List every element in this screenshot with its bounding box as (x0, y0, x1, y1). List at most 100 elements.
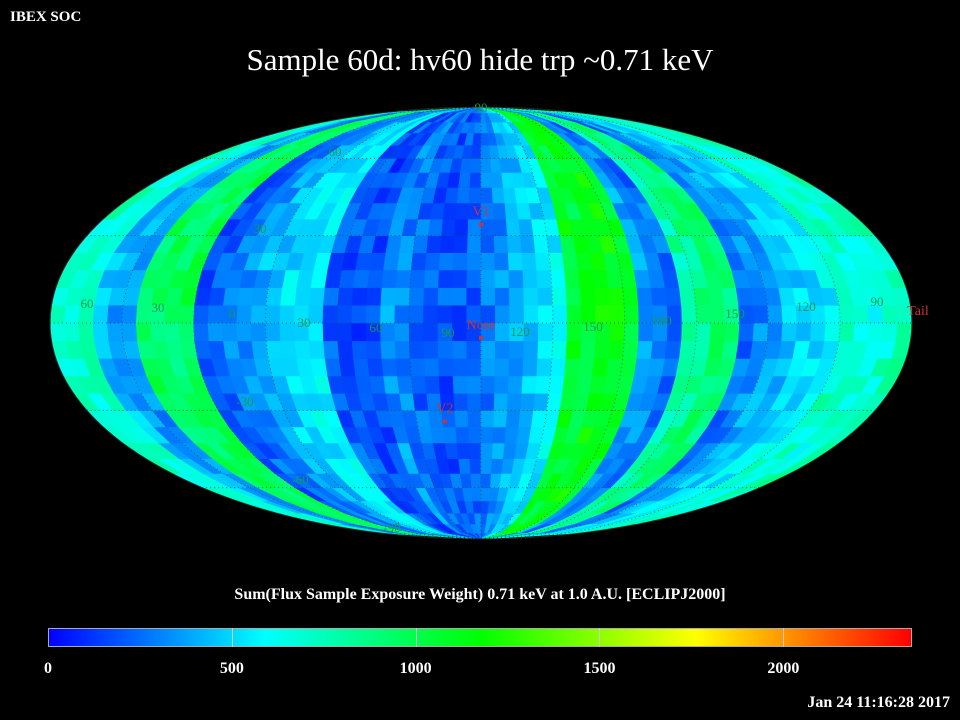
flux-pixel (383, 252, 400, 271)
flux-pixel (537, 304, 554, 324)
flux-pixel (738, 322, 755, 342)
flux-pixel (838, 304, 855, 324)
flux-pixel (606, 358, 624, 377)
flux-pixel (480, 252, 496, 271)
flux-pixel (294, 287, 312, 306)
flux-pixel (456, 187, 471, 204)
flux-pixel (250, 304, 267, 324)
flux-pixel (522, 269, 539, 288)
flux-pixel (455, 426, 470, 444)
flux-pixel (467, 235, 482, 253)
flux-pixel (867, 322, 884, 342)
flux-pixel (881, 322, 898, 342)
flux-pixel (455, 202, 470, 220)
flux-pixel (724, 322, 740, 342)
flux-pixel (380, 322, 396, 342)
flux-bands (50, 107, 912, 539)
flux-pixel (399, 392, 416, 411)
longitude-label: 150 (725, 306, 745, 321)
flux-pixel (507, 375, 524, 394)
flux-pixel (426, 235, 442, 253)
flux-pixel (609, 304, 626, 324)
flux-pixel (222, 340, 241, 359)
flux-pixel (578, 358, 595, 377)
flux-pixel (638, 322, 654, 342)
flux-pixel (336, 304, 353, 324)
longitude-label: 90 (871, 294, 884, 309)
flux-pixel (466, 340, 482, 359)
map-title: Sample 60d: hv60 hide trp ~0.71 keV (246, 42, 714, 77)
flux-pixel (522, 358, 539, 377)
flux-pixel (351, 322, 367, 342)
colorbar-title: Sum(Flux Sample Exposure Weight) 0.71 ke… (234, 586, 726, 603)
flux-pixel (394, 322, 410, 342)
flux-pixel (467, 218, 482, 236)
flux-pixel (466, 358, 482, 377)
flux-pixel (178, 304, 195, 324)
flux-pixel (470, 158, 482, 173)
flux-pixel (121, 304, 138, 324)
flux-pixel (471, 144, 482, 159)
flux-pixel (380, 340, 397, 359)
flux-pixel (383, 375, 400, 394)
flux-pixel (608, 287, 625, 306)
flux-pixel (251, 287, 269, 306)
flux-pixel (506, 235, 523, 253)
flux-pixel (852, 304, 870, 324)
longitude-label: 60 (81, 296, 94, 311)
marker-dot (479, 335, 483, 340)
flux-pixel (369, 252, 387, 271)
flux-pixel (324, 269, 343, 288)
flux-pixel (606, 269, 624, 288)
meridian-line (121, 107, 482, 539)
meridian-line (408, 107, 482, 539)
flux-pixel (638, 304, 654, 324)
flux-pixel (460, 473, 473, 489)
flux-pixel (438, 269, 454, 288)
flux-pixel (395, 358, 412, 377)
longitude-label: 180 (652, 313, 672, 328)
latitude-label: -30 (236, 394, 253, 409)
flux-pixel (367, 358, 384, 377)
flux-pixel (679, 287, 697, 306)
flux-pixel (480, 172, 493, 188)
flux-pixel (308, 304, 324, 324)
flux-pixel (452, 340, 468, 359)
flux-pixel (193, 322, 210, 342)
flux-pixel (494, 340, 510, 359)
flux-pixel (623, 304, 640, 324)
flux-pixel (468, 426, 482, 444)
colorbar-tick (231, 628, 233, 647)
flux-pixel (693, 287, 711, 306)
flux-pixel (424, 252, 441, 271)
flux-pixel (472, 500, 482, 514)
flux-pixel (265, 287, 283, 306)
flux-pixel (64, 322, 81, 342)
flux-pixel (395, 269, 412, 288)
flux-pixel (533, 392, 550, 411)
colorbar-tick (599, 628, 601, 647)
flux-pixel (838, 322, 855, 342)
flux-pixel (608, 340, 625, 359)
flux-pixel (444, 442, 459, 459)
flux-pixel (533, 235, 550, 253)
marker-label: V1 (472, 205, 489, 220)
flux-pixel (441, 218, 457, 236)
flux-pixel (480, 218, 495, 236)
flux-pixel (280, 287, 298, 306)
flux-pixel (308, 287, 326, 306)
flux-pixel (507, 252, 524, 271)
colorbar (48, 628, 912, 647)
longitude-label: 0 (229, 306, 236, 321)
flux-pixel (491, 187, 506, 204)
flux-pixel (693, 340, 711, 359)
flux-pixel (494, 252, 510, 271)
flux-pixel (250, 322, 267, 342)
flux-pixel (414, 409, 431, 428)
flux-pixel (466, 269, 482, 288)
flux-pixel (650, 287, 668, 306)
flux-pixel (681, 322, 697, 342)
flux-pixel (480, 458, 493, 474)
map-outline (49, 106, 913, 540)
flux-pixel (520, 235, 536, 253)
